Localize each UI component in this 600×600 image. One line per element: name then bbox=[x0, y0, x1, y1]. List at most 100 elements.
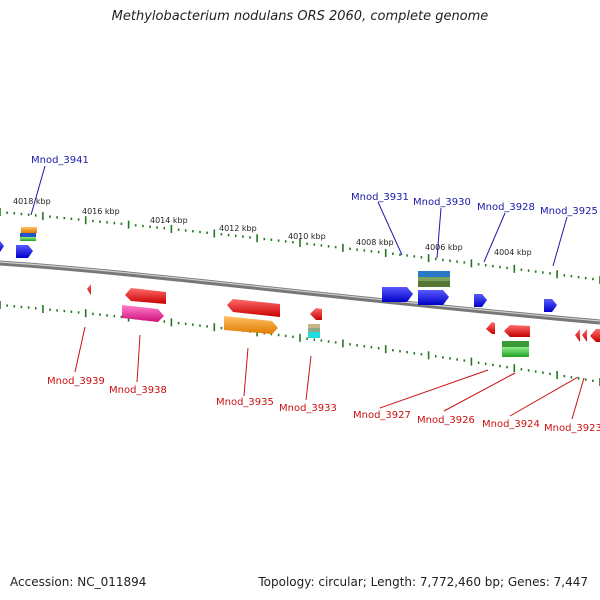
gene-arrow-forward[interactable] bbox=[0, 241, 4, 252]
feature-block[interactable] bbox=[20, 237, 36, 241]
gene-arrow-reverse[interactable] bbox=[227, 299, 280, 317]
feature-block[interactable] bbox=[308, 324, 320, 328]
genome-backbone bbox=[0, 260, 600, 325]
gene-arrow-reverse[interactable] bbox=[310, 308, 322, 320]
scale-minor-tick bbox=[77, 218, 80, 221]
scale-minor-tick bbox=[549, 272, 551, 275]
scale-minor-tick bbox=[406, 351, 408, 354]
gene-arrow-reverse[interactable] bbox=[87, 284, 91, 295]
gene-arrow-reverse[interactable] bbox=[125, 288, 166, 304]
scale-minor-tick bbox=[220, 233, 223, 236]
scale-minor-tick bbox=[184, 229, 187, 232]
feature-block[interactable] bbox=[502, 347, 529, 357]
gene-arrow-forward[interactable] bbox=[224, 316, 278, 334]
gene-label[interactable]: Mnod_3938 bbox=[109, 385, 167, 396]
scale-minor-tick bbox=[592, 277, 594, 281]
gene-arrow-reverse[interactable] bbox=[504, 325, 530, 337]
gene-arrow-reverse[interactable] bbox=[582, 329, 587, 342]
scale-minor-tick bbox=[63, 309, 66, 313]
feature-block[interactable] bbox=[308, 328, 320, 332]
scale-minor-tick bbox=[320, 244, 323, 247]
gene-label[interactable]: Mnod_3935 bbox=[216, 397, 274, 408]
gene-label[interactable]: Mnod_3931 bbox=[351, 192, 409, 203]
scale-minor-tick bbox=[577, 276, 580, 279]
gene-arrow-forward[interactable] bbox=[544, 299, 557, 312]
scale-minor-tick bbox=[163, 320, 166, 323]
scale-minor-tick bbox=[77, 311, 80, 314]
gene-arrow-forward[interactable] bbox=[474, 294, 487, 307]
scale-minor-tick bbox=[313, 243, 316, 246]
gene-arrow-reverse[interactable] bbox=[486, 322, 495, 334]
ruler-tick-label: 4016 kbp bbox=[82, 207, 120, 216]
feature-block[interactable] bbox=[418, 281, 450, 287]
feature-block[interactable] bbox=[418, 277, 450, 281]
scale-minor-tick bbox=[542, 271, 544, 274]
gene-label[interactable]: Mnod_3925 bbox=[540, 206, 598, 217]
scale-minor-tick bbox=[463, 261, 466, 264]
scale-minor-tick bbox=[549, 372, 551, 375]
gene-label[interactable]: Mnod_3941 bbox=[31, 155, 89, 166]
feature-block[interactable] bbox=[418, 271, 450, 277]
scale-minor-tick bbox=[192, 323, 194, 326]
gene-label[interactable]: Mnod_3927 bbox=[353, 410, 411, 421]
gene-label[interactable]: Mnod_3939 bbox=[47, 376, 105, 387]
gene-label[interactable]: Mnod_3933 bbox=[279, 403, 337, 414]
scale-minor-tick bbox=[506, 266, 508, 270]
scale-minor-tick bbox=[377, 347, 380, 350]
gene-arrow-forward[interactable] bbox=[122, 305, 164, 322]
scale-minor-tick bbox=[320, 339, 323, 342]
scale-minor-tick bbox=[263, 237, 266, 241]
scale-minor-tick bbox=[392, 349, 394, 352]
gene-arrow-forward[interactable] bbox=[16, 245, 33, 258]
scale-minor-tick bbox=[356, 248, 358, 251]
scale-minor-tick bbox=[327, 245, 330, 248]
scale-major-tick bbox=[342, 243, 344, 252]
gene-arrow-forward[interactable] bbox=[382, 287, 413, 302]
scale-major-tick bbox=[299, 239, 301, 247]
scale-minor-tick bbox=[420, 353, 423, 356]
scale-minor-tick bbox=[34, 307, 37, 310]
gene-label[interactable]: Mnod_3926 bbox=[417, 415, 475, 426]
scale-minor-tick bbox=[163, 227, 166, 230]
scale-minor-tick bbox=[306, 242, 308, 245]
scale-major-tick bbox=[0, 208, 1, 216]
scale-major-tick bbox=[42, 305, 44, 313]
scale-minor-tick bbox=[563, 274, 566, 277]
forward-gene-labels: Mnod_3941 Mnod_3931 Mnod_3930 Mnod_3928 … bbox=[30, 155, 598, 267]
upper-scale-track bbox=[0, 208, 600, 284]
feature-block[interactable] bbox=[308, 332, 320, 338]
scale-minor-tick bbox=[192, 230, 194, 233]
gene-arrow-reverse[interactable] bbox=[575, 329, 580, 342]
scale-minor-tick bbox=[92, 219, 94, 223]
scale-minor-tick bbox=[99, 313, 101, 316]
scale-minor-tick bbox=[449, 259, 451, 262]
feature-block[interactable] bbox=[21, 227, 37, 233]
scale-minor-tick bbox=[234, 234, 237, 238]
scale-minor-tick bbox=[206, 231, 208, 234]
gene-label[interactable]: Mnod_3924 bbox=[482, 419, 540, 430]
scale-minor-tick bbox=[120, 222, 123, 225]
gene-arrow-forward[interactable] bbox=[418, 290, 449, 305]
scale-minor-tick bbox=[292, 335, 294, 338]
scale-minor-tick bbox=[592, 379, 594, 382]
gene-arrow-reverse[interactable] bbox=[590, 329, 600, 342]
scale-minor-tick bbox=[327, 340, 330, 343]
scale-minor-tick bbox=[449, 357, 451, 360]
scale-minor-tick bbox=[292, 241, 294, 244]
gene-label[interactable]: Mnod_3923 bbox=[544, 423, 600, 434]
scale-major-tick bbox=[127, 220, 130, 229]
gene-label[interactable]: Mnod_3930 bbox=[413, 197, 471, 208]
scale-minor-tick bbox=[113, 221, 116, 225]
scale-minor-tick bbox=[477, 361, 480, 364]
feature-block[interactable] bbox=[502, 341, 529, 347]
scale-minor-tick bbox=[363, 249, 366, 252]
scale-minor-tick bbox=[249, 236, 251, 239]
gene-label[interactable]: Mnod_3928 bbox=[477, 202, 535, 213]
scale-major-tick bbox=[342, 339, 344, 348]
scale-minor-tick bbox=[406, 254, 408, 257]
genome-stats-text: Topology: circular; Length: 7,772,460 bp… bbox=[258, 575, 588, 589]
feature-block[interactable] bbox=[20, 233, 36, 237]
scale-minor-tick bbox=[313, 338, 316, 341]
scale-minor-tick bbox=[584, 276, 587, 280]
scale-minor-tick bbox=[27, 306, 30, 309]
